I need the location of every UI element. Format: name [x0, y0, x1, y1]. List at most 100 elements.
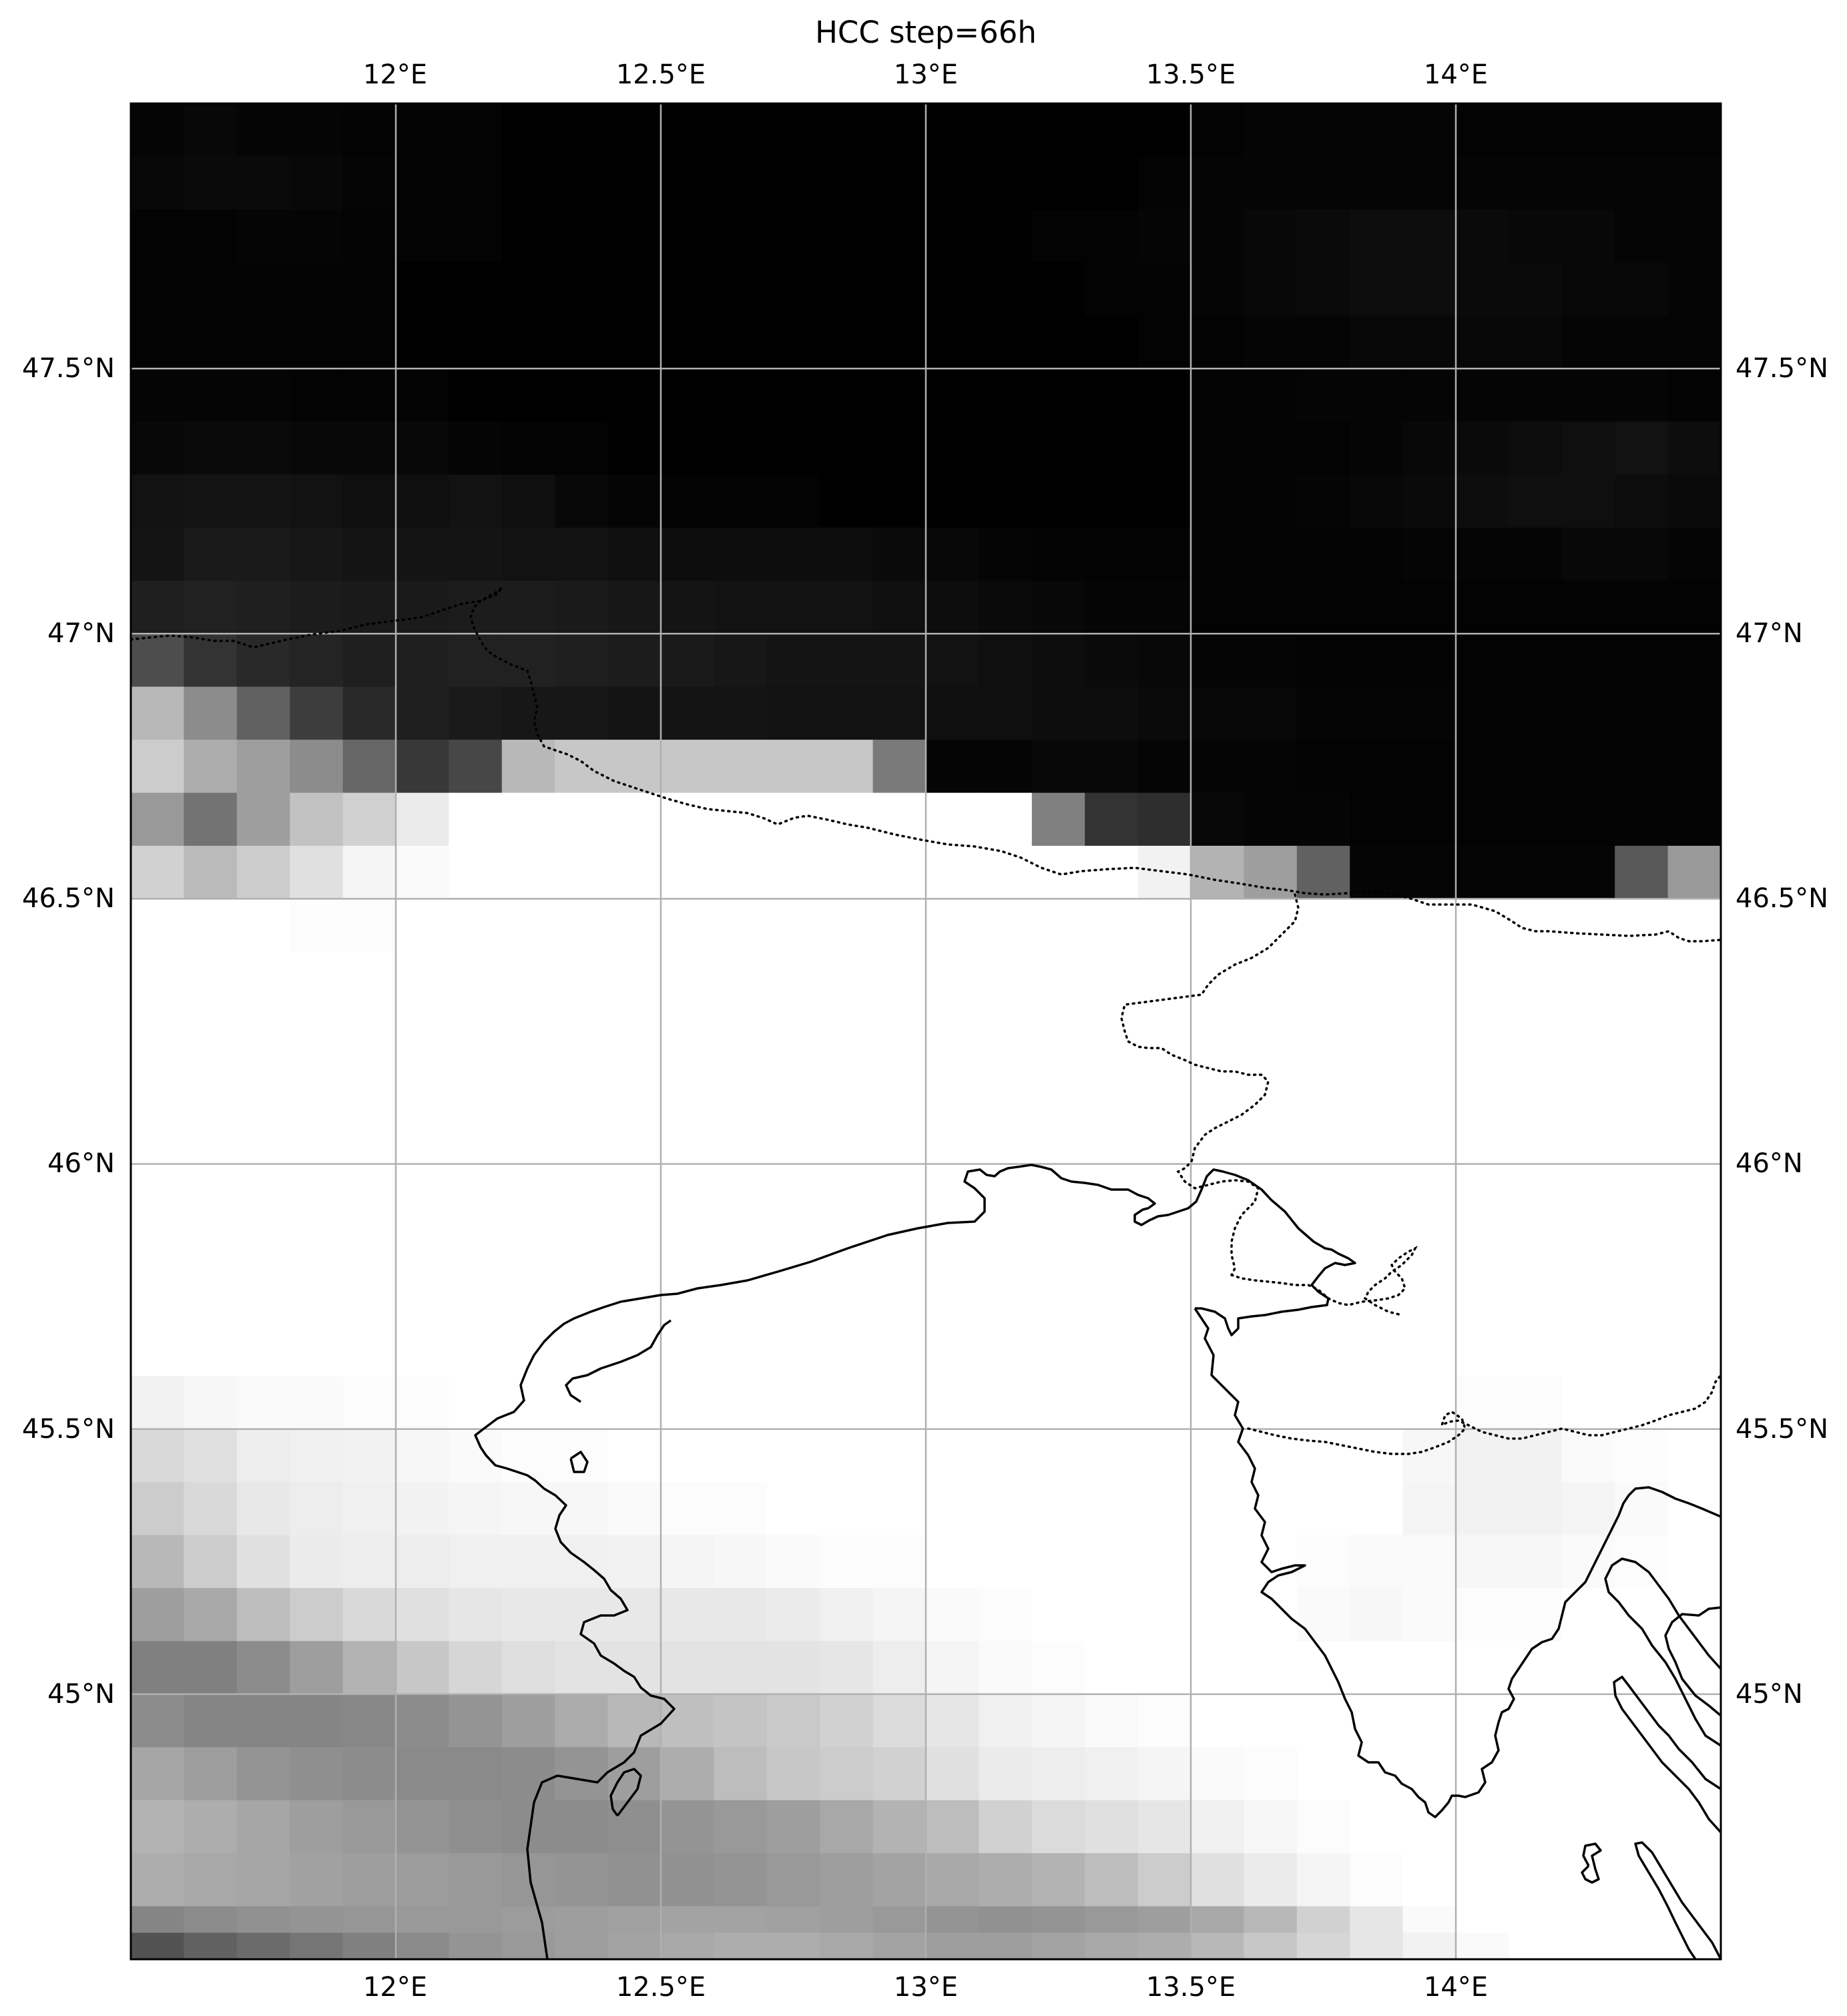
hcc-cell: [1031, 527, 1085, 581]
coastline-istria: [1194, 1308, 1721, 1818]
hcc-cell: [236, 580, 290, 635]
hcc-cell: [926, 1747, 980, 1801]
hcc-cell: [342, 1933, 397, 1959]
hcc-cell: [1509, 634, 1563, 688]
hcc-cell: [872, 262, 927, 316]
hcc-cell: [555, 580, 609, 635]
hcc-cell: [1615, 792, 1669, 846]
hcc-cell: [766, 580, 820, 635]
hcc-cell: [1137, 527, 1192, 581]
hcc-cell: [1561, 686, 1615, 740]
hcc-cell: [396, 475, 450, 529]
hcc-cell: [342, 209, 397, 264]
lon-tick-top-14: 14°E: [1424, 59, 1488, 90]
hcc-cell: [555, 421, 609, 475]
hcc-cell: [1085, 1694, 1139, 1748]
hcc-cell: [449, 1588, 503, 1642]
hcc-cell: [1244, 1376, 1298, 1430]
hcc-cell: [979, 156, 1033, 210]
hcc-cell: [872, 315, 927, 369]
hcc-cell: [1137, 1800, 1192, 1854]
hcc-cell: [1509, 686, 1563, 740]
tick-labels: 12°E 12.5°E 13°E 13.5°E 14°E 12°E 12.5°E…: [22, 59, 1828, 2003]
hcc-cell: [449, 846, 503, 900]
hcc-cell: [501, 1747, 555, 1801]
hcc-cell: [184, 156, 238, 210]
hcc-cell: [184, 580, 238, 635]
hcc-cell: [342, 1482, 397, 1536]
hcc-cell: [184, 792, 238, 846]
hcc-cell: [342, 846, 397, 900]
hcc-cell: [1137, 1482, 1192, 1536]
hcc-cell: [714, 262, 768, 316]
hcc-cell: [1191, 475, 1245, 529]
hcc-cell: [714, 368, 768, 423]
hcc-cell: [1296, 792, 1350, 846]
hcc-cell: [131, 315, 185, 369]
hcc-cell: [926, 1376, 980, 1430]
hcc-cell: [1509, 1800, 1563, 1854]
hcc-cell: [1085, 1429, 1139, 1483]
hcc-cell: [1191, 1429, 1245, 1483]
hcc-cell: [1191, 1535, 1245, 1589]
hcc-cell: [766, 103, 820, 158]
hcc-cell: [661, 1535, 715, 1589]
hcc-cell: [1296, 846, 1350, 900]
hcc-cell: [1456, 686, 1510, 740]
hcc-cell: [1615, 156, 1669, 210]
hcc-cell: [1296, 262, 1350, 316]
hcc-cell: [236, 1747, 290, 1801]
lat-tick-right-45.5: 45.5°N: [1736, 1414, 1828, 1445]
hcc-cell: [1667, 1800, 1721, 1854]
hcc-cell: [449, 792, 503, 846]
hcc-cell: [979, 1588, 1033, 1642]
hcc-cell: [290, 1747, 344, 1801]
hcc-cell: [1615, 1747, 1669, 1801]
hcc-cell: [236, 1482, 290, 1536]
coastline-cres: [1613, 1676, 1721, 1834]
hcc-cell: [501, 740, 555, 794]
hcc-cell: [1244, 1933, 1298, 1959]
hcc-cell: [236, 686, 290, 740]
hcc-cell: [820, 1588, 874, 1642]
hcc-cell: [555, 1853, 609, 1907]
hcc-cell: [607, 634, 662, 688]
hcc-cell: [1191, 1694, 1245, 1748]
hcc-cell: [236, 1853, 290, 1907]
hcc-cell: [342, 1747, 397, 1801]
hcc-cell: [1402, 1747, 1457, 1801]
hcc-cell: [766, 421, 820, 475]
hcc-cell: [872, 580, 927, 635]
hcc-cell: [396, 1588, 450, 1642]
hcc-cell: [236, 156, 290, 210]
hcc-cell: [501, 103, 555, 158]
hcc-cell: [131, 634, 185, 688]
hcc-cell: [979, 1641, 1033, 1695]
hcc-cell: [131, 1641, 185, 1695]
coastline-grado-lagoon: [565, 1319, 672, 1403]
hcc-cell: [926, 1694, 980, 1748]
hcc-cell: [184, 1747, 238, 1801]
hcc-cell: [1402, 1535, 1457, 1589]
hcc-cell: [607, 1694, 662, 1748]
hcc-cell: [501, 209, 555, 264]
hcc-cell: [661, 421, 715, 475]
hcc-cell: [1456, 1429, 1510, 1483]
hcc-cell: [1456, 1588, 1510, 1642]
hcc-cell: [1085, 1376, 1139, 1430]
hcc-cell: [1561, 634, 1615, 688]
hcc-cell: [449, 315, 503, 369]
hcc-cell: [1456, 1482, 1510, 1536]
hcc-cell: [714, 1694, 768, 1748]
hcc-cell: [1402, 1800, 1457, 1854]
hcc-cell: [1667, 368, 1721, 423]
hcc-cell: [555, 209, 609, 264]
hcc-cell: [1137, 209, 1192, 264]
hcc-cell: [1667, 1376, 1721, 1430]
hcc-cell: [1561, 475, 1615, 529]
hcc-cell: [1402, 156, 1457, 210]
hcc-cell: [501, 899, 555, 953]
hcc-cell: [184, 421, 238, 475]
hcc-cell: [1402, 686, 1457, 740]
hcc-cell: [501, 1641, 555, 1695]
